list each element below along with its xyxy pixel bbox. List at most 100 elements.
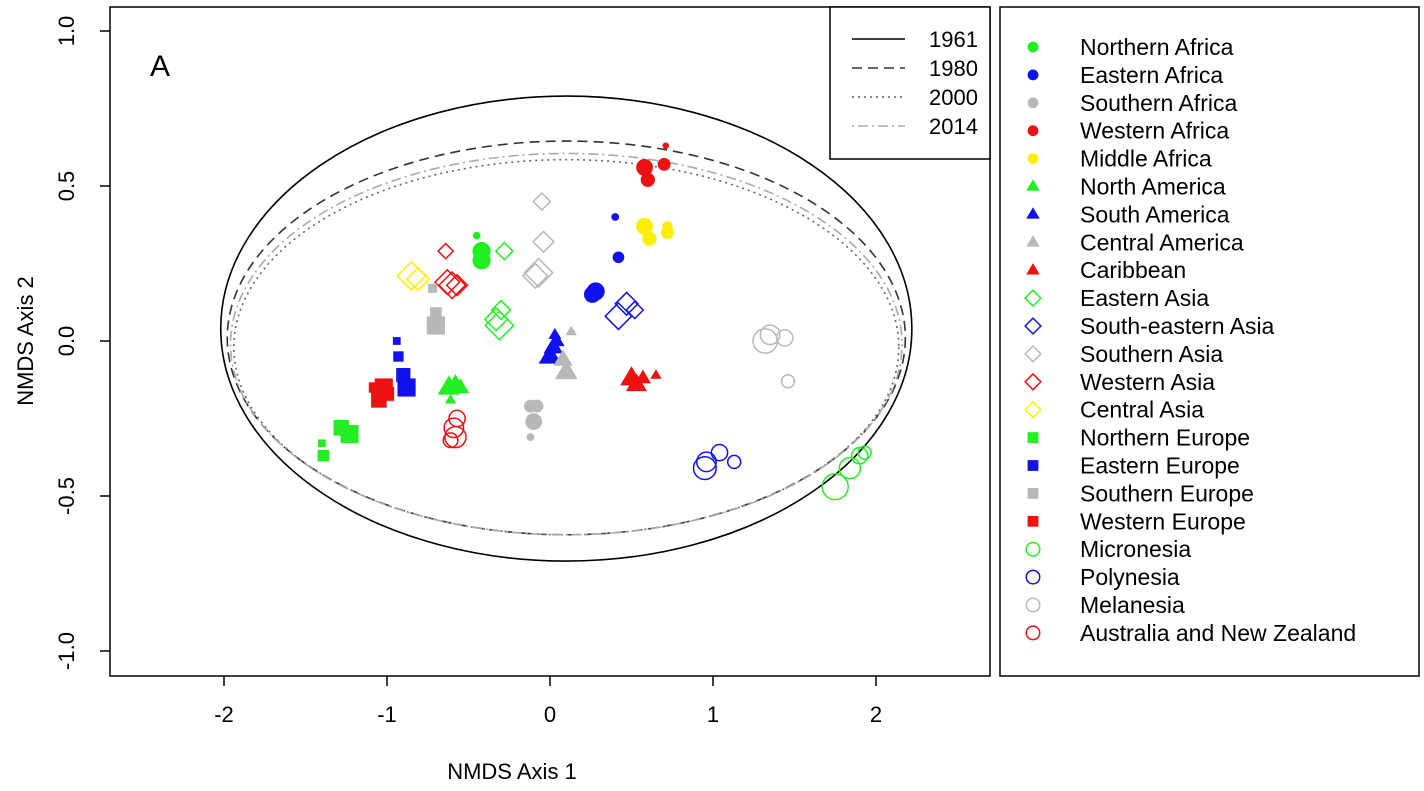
point-polynesia: [692, 456, 717, 481]
group-legend-label: Western Europe: [1080, 508, 1246, 534]
group-legend-label: Southern Europe: [1080, 480, 1254, 506]
group-legend-swatch: [1025, 541, 1041, 557]
line-legend-box: [829, 6, 991, 160]
ellipse-1961: [219, 95, 913, 562]
point-northern-europe: [317, 439, 326, 448]
x-axis-label: NMDS Axis 1: [447, 759, 577, 784]
point-eastern-asia: [483, 306, 509, 332]
point-western-europe: [368, 382, 380, 393]
point-north-america: [444, 393, 457, 404]
line-legend: 1961 1980 2000 2014: [829, 6, 991, 160]
point-polynesia: [696, 451, 717, 473]
group-legend-swatch: [1026, 235, 1040, 247]
y-tick-label: 0.5: [54, 171, 79, 202]
y-tick-label: 1.0: [54, 16, 79, 47]
point-layer: [317, 142, 872, 501]
line-legend-label: 1961: [929, 27, 978, 52]
group-legend-label: Eastern Africa: [1080, 62, 1223, 88]
point-middle-africa: [662, 221, 673, 232]
group-legend-label: Central Asia: [1080, 397, 1204, 423]
point-western-asia: [437, 270, 467, 300]
y-tick-label: 0.0: [54, 326, 79, 357]
group-legend-label: Polynesia: [1080, 564, 1180, 590]
point-caribbean: [650, 369, 662, 379]
group-legend-label: Southern Asia: [1080, 341, 1223, 367]
group-legend-swatch: [1027, 460, 1039, 471]
group-legend-label: Central America: [1080, 229, 1244, 255]
point-eastern-europe: [397, 378, 416, 397]
group-legend-swatch: [1027, 432, 1039, 443]
group-legend-label: Eastern Europe: [1080, 453, 1240, 479]
point-southern-europe: [430, 307, 442, 319]
point-southern-asia: [523, 257, 554, 289]
ellipse-2014: [229, 152, 903, 536]
point-melanesia: [780, 374, 796, 389]
point-southern-asia: [532, 230, 555, 254]
point-eastern-europe: [396, 367, 411, 383]
point-micronesia: [838, 456, 862, 480]
group-legend-swatch: [1027, 125, 1039, 137]
x-tick-label: -2: [214, 702, 234, 727]
group-legend-swatch: [1024, 317, 1042, 335]
point-northern-europe: [333, 420, 350, 436]
point-eastern-africa: [612, 251, 625, 264]
group-legend-swatch: [1026, 179, 1040, 191]
group-legend-label: Northern Africa: [1080, 34, 1234, 60]
group-legend-swatch: [1025, 625, 1041, 641]
point-australia-and-new-zealand: [442, 432, 459, 449]
point-western-asia: [445, 273, 469, 297]
point-western-africa: [640, 172, 655, 187]
y-tick-label: -0.5: [54, 477, 79, 515]
point-micronesia: [857, 445, 872, 460]
group-legend-box: [999, 6, 1420, 677]
point-eastern-europe: [393, 351, 404, 362]
group-legend-swatch: [1027, 41, 1039, 53]
point-melanesia: [775, 329, 794, 347]
group-legend-swatch: [1027, 153, 1039, 165]
group-legend-label: Australia and New Zealand: [1080, 620, 1356, 646]
point-central-america: [554, 360, 578, 380]
group-legend-swatch: [1027, 97, 1039, 109]
point-australia-and-new-zealand: [443, 417, 465, 439]
panel-label: A: [150, 50, 170, 83]
point-southern-asia: [521, 262, 549, 290]
ellipse-1980: [226, 140, 907, 536]
y-tick-label: -1.0: [54, 632, 79, 670]
group-legend-label: South-eastern Asia: [1080, 313, 1275, 339]
point-western-asia: [437, 242, 455, 260]
point-australia-and-new-zealand: [448, 409, 466, 428]
point-polynesia: [726, 454, 742, 470]
group-legend-swatch: [1024, 400, 1042, 419]
point-southern-africa: [526, 433, 535, 441]
group-legend-swatch: [1026, 263, 1040, 275]
group-legend-swatch: [1024, 289, 1042, 308]
point-eastern-asia: [494, 241, 514, 261]
group-legend-swatch: [1024, 344, 1042, 363]
point-south-america: [538, 344, 562, 364]
group-legend-swatch: [1024, 372, 1042, 391]
point-western-europe: [379, 386, 395, 401]
point-south-america: [548, 332, 565, 347]
point-south-america: [548, 327, 562, 339]
point-southern-africa: [530, 399, 544, 413]
point-micronesia: [821, 472, 849, 501]
point-eastern-europe: [392, 337, 401, 345]
point-northern-africa: [472, 231, 481, 240]
group-legend-label: South America: [1080, 201, 1230, 227]
x-tick-label: 0: [544, 702, 556, 727]
point-southern-asia: [532, 191, 552, 212]
point-north-america: [451, 378, 470, 394]
axis-layer: -2 -1 0 1 2 -1.0 -0.5 0.0 0.5 1.0: [54, 16, 882, 727]
group-legend-swatch: [1027, 488, 1039, 499]
point-polynesia: [710, 443, 729, 462]
point-southern-africa: [525, 413, 543, 431]
x-tick-label: 1: [707, 702, 719, 727]
point-south-eastern-asia: [614, 291, 640, 317]
x-tick-label: 2: [870, 702, 882, 727]
point-middle-africa: [642, 231, 657, 246]
group-legend-swatch: [1027, 69, 1039, 81]
point-melanesia: [752, 328, 779, 354]
point-western-africa: [657, 157, 671, 171]
